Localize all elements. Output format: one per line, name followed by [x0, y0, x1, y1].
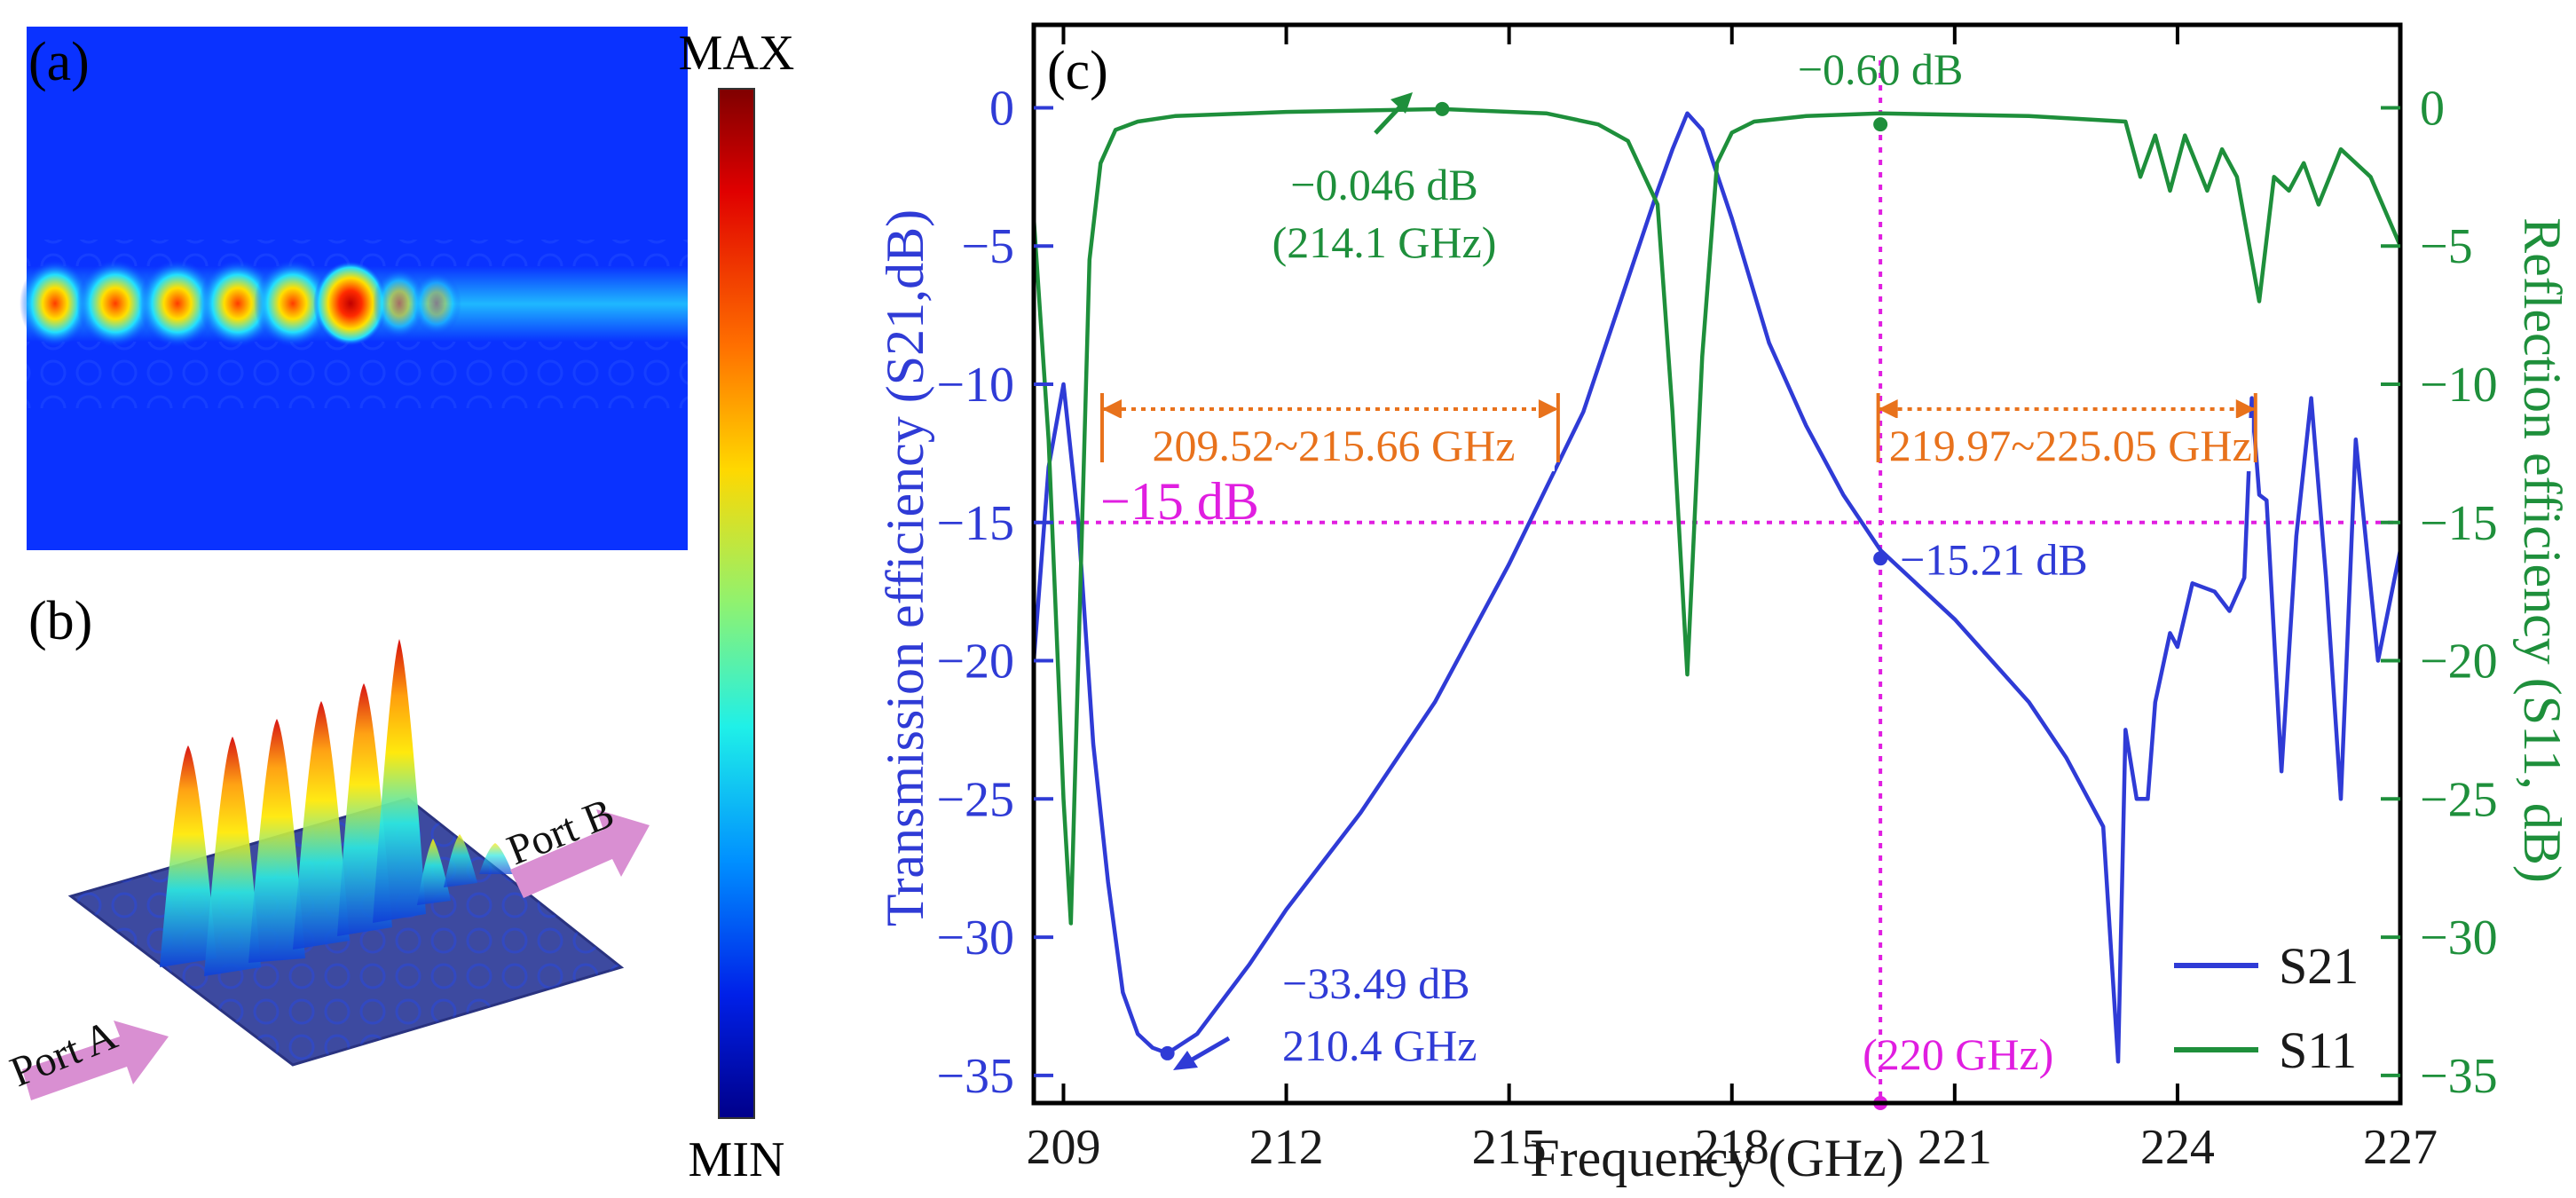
s21-220-value: −15.21 dB — [1900, 534, 2088, 584]
y-right-tick-label: −20 — [2420, 634, 2498, 690]
band-label-bg — [1109, 418, 1555, 472]
panel-b: (b) Port A Port B — [4, 591, 650, 1100]
reference-lines: −15 dB (220 GHz) — [1034, 60, 2400, 1110]
panel-a-label: (a) — [28, 32, 90, 92]
y-left-tick-label: −35 — [936, 1049, 1014, 1104]
x-axis-ticks: 209 212 215 218 221 224 227 — [1026, 25, 2438, 1175]
field-peaks — [160, 639, 513, 976]
x-tick-label: 224 — [2140, 1120, 2215, 1175]
colorbar-min-label: MIN — [689, 1132, 785, 1187]
colorbar: MAX MIN — [679, 26, 795, 1187]
plot-lines — [1031, 106, 2403, 1064]
band-label: 219.97~225.05 GHz — [1889, 421, 2252, 470]
port-a-arrow — [22, 1021, 169, 1100]
series-line-s11 — [1031, 106, 2403, 926]
y-axis-left-title: Transmission efficiency (S21,dB) — [876, 209, 934, 926]
x-tick-label: 227 — [2363, 1120, 2438, 1175]
y-right-tick-label: 0 — [2420, 81, 2445, 136]
s21-min-pointer-head — [1173, 1051, 1198, 1070]
point-annotations: −0.046 dB (214.1 GHz) −0.60 dB −15.21 dB −33… — [1160, 44, 2088, 1070]
y-right-tick-label: −5 — [2420, 219, 2473, 274]
s11-peak-freq: (214.1 GHz) — [1272, 217, 1497, 267]
s11-peak-pointer — [1374, 103, 1404, 135]
s11-peak-pointer-head — [1390, 92, 1413, 114]
y-left-tick-label: −10 — [936, 358, 1014, 413]
legend-label-s11: S11 — [2279, 1021, 2357, 1079]
legend-label-s21: S21 — [2279, 937, 2359, 995]
panel-a: (a) — [20, 27, 688, 550]
colorbar-gradient — [718, 88, 755, 1119]
s11-peak-marker — [1435, 101, 1450, 116]
x-axis-title: Frequency (GHz) — [1530, 1129, 1904, 1187]
y-axis-right-ticks: 0 −5 −10 −15 −20 −25 −30 −35 — [2381, 81, 2498, 1104]
y-left-tick-label: 0 — [989, 81, 1014, 136]
s11-220-value: −0.60 dB — [1798, 44, 1964, 94]
s21-220-marker — [1873, 551, 1888, 566]
field-spots — [20, 259, 461, 348]
s11-220-marker — [1873, 117, 1888, 132]
band-label: 209.52~215.66 GHz — [1152, 421, 1515, 470]
plot-frame — [1031, 22, 2403, 1106]
band-arrow-right — [1538, 399, 1558, 420]
y-left-tick-label: −15 — [936, 496, 1014, 551]
s21-min-value: −33.49 dB — [1282, 958, 1470, 1008]
y-left-tick-label: −20 — [936, 634, 1014, 690]
ref-freq-label: (220 GHz) — [1863, 1029, 2053, 1079]
s21-min-pointer — [1187, 1036, 1231, 1064]
bandwidth-annotations: 209.52~215.66 GHz 219.97~225.05 GHz — [1100, 393, 2257, 472]
band-arrow-right — [2235, 399, 2256, 420]
panel-b-label: (b) — [28, 591, 92, 651]
y-right-tick-label: −15 — [2420, 496, 2498, 551]
panel-c-label: (c) — [1047, 41, 1108, 101]
y-axis-left-ticks: 0 −5 −10 −15 −20 −25 −30 −35 — [936, 81, 1053, 1104]
x-tick-label: 212 — [1249, 1120, 1324, 1175]
s21-min-marker — [1160, 1045, 1175, 1060]
s21-min-freq: 210.4 GHz — [1282, 1021, 1477, 1070]
s11-peak-value: −0.046 dB — [1290, 160, 1478, 209]
y-right-tick-label: −10 — [2420, 358, 2498, 413]
band-arrow-left — [1878, 399, 1898, 420]
chart-c: −15 dB (220 GHz) 209.52~215.66 GHz 219.97~… — [876, 22, 2572, 1187]
colorbar-max-label: MAX — [679, 26, 795, 81]
x-tick-label: 209 — [1026, 1120, 1100, 1175]
series-line-s21 — [1031, 111, 2403, 1064]
x-tick-label: 221 — [1918, 1120, 1992, 1175]
y-left-tick-label: −25 — [936, 772, 1014, 827]
x-tick-label: 218 — [1695, 1120, 1769, 1175]
port-b-arrow — [510, 809, 650, 898]
y-right-tick-label: −30 — [2420, 910, 2498, 965]
y-left-tick-label: −5 — [961, 219, 1014, 274]
band-label-bg — [1885, 418, 2252, 472]
y-axis-right-title: Reflection efficiency (S11, dB) — [2513, 217, 2572, 883]
band-arrow-left — [1102, 399, 1122, 420]
ref-level-label: −15 dB — [1100, 472, 1259, 531]
y-right-tick-label: −35 — [2420, 1049, 2498, 1104]
y-left-tick-label: −30 — [936, 910, 1014, 965]
x-tick-label: 215 — [1472, 1120, 1547, 1175]
y-right-tick-label: −25 — [2420, 772, 2498, 827]
